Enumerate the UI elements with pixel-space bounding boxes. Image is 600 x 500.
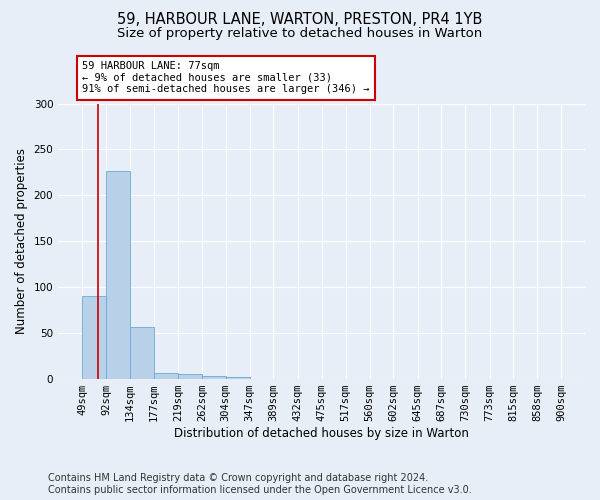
Bar bbox=[130, 326, 154, 379]
Bar bbox=[106, 170, 130, 379]
Bar bbox=[82, 296, 106, 379]
Text: 59, HARBOUR LANE, WARTON, PRESTON, PR4 1YB: 59, HARBOUR LANE, WARTON, PRESTON, PR4 1… bbox=[118, 12, 482, 28]
Y-axis label: Number of detached properties: Number of detached properties bbox=[15, 148, 28, 334]
X-axis label: Distribution of detached houses by size in Warton: Distribution of detached houses by size … bbox=[174, 427, 469, 440]
Text: 59 HARBOUR LANE: 77sqm
← 9% of detached houses are smaller (33)
91% of semi-deta: 59 HARBOUR LANE: 77sqm ← 9% of detached … bbox=[82, 61, 370, 94]
Text: Size of property relative to detached houses in Warton: Size of property relative to detached ho… bbox=[118, 28, 482, 40]
Bar bbox=[154, 372, 178, 379]
Text: Contains HM Land Registry data © Crown copyright and database right 2024.
Contai: Contains HM Land Registry data © Crown c… bbox=[48, 474, 472, 495]
Bar bbox=[226, 377, 250, 379]
Bar bbox=[202, 376, 226, 379]
Bar bbox=[178, 374, 202, 379]
